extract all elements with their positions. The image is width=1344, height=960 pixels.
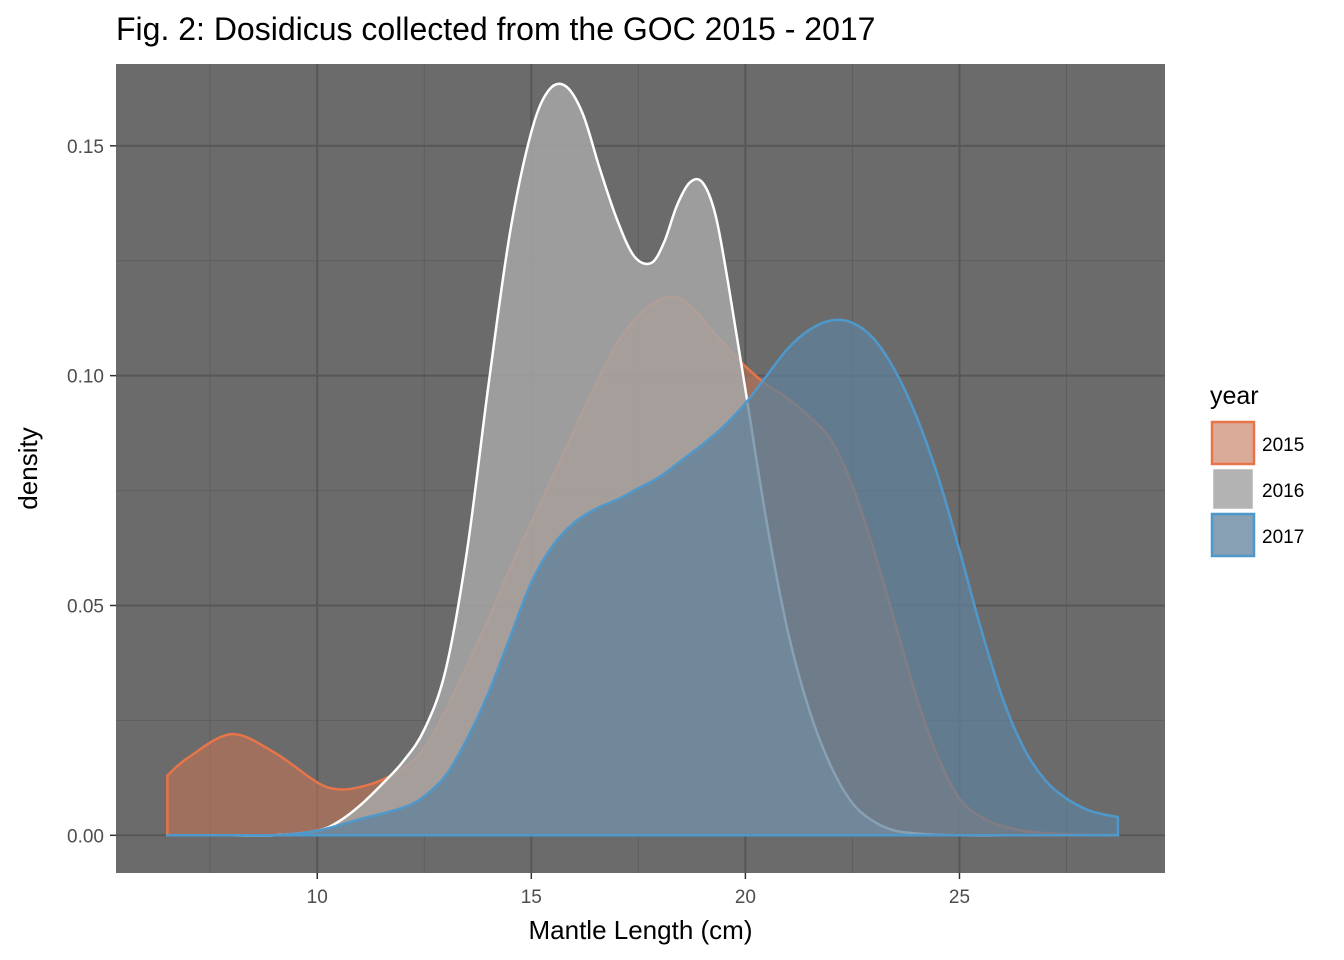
y-axis: 0.00 0.05 0.10 0.15 <box>67 137 116 847</box>
x-tick-label: 20 <box>735 887 756 908</box>
y-tick-label: 0.15 <box>67 137 104 158</box>
density-area-2016 <box>167 83 1118 836</box>
y-tick-label: 0.10 <box>67 367 104 388</box>
density-line-2017 <box>166 318 1120 837</box>
legend-label-2016: 2016 <box>1262 481 1304 502</box>
legend-swatch-2017 <box>1210 512 1256 558</box>
y-axis-title: density <box>13 427 43 509</box>
legend-items: 2015 2016 2017 <box>1210 420 1304 558</box>
legend-swatch-2015 <box>1210 420 1256 466</box>
chart-title: Fig. 2: Dosidicus collected from the GOC… <box>116 11 875 47</box>
density-series <box>166 82 1120 837</box>
legend: year 2015 2016 2017 <box>1210 382 1304 558</box>
x-axis-title: Mantle Length (cm) <box>529 915 753 945</box>
x-tick-label: 10 <box>307 887 328 908</box>
legend-swatch-2016 <box>1210 466 1256 512</box>
y-tick-label: 0.05 <box>67 596 104 617</box>
plot-panel <box>116 64 1165 873</box>
y-tick-label: 0.00 <box>67 826 104 847</box>
x-tick-label: 25 <box>949 887 970 908</box>
legend-title: year <box>1210 382 1259 410</box>
legend-label-2017: 2017 <box>1262 527 1304 548</box>
legend-label-2015: 2015 <box>1262 435 1304 456</box>
x-axis: 10 15 20 25 <box>307 873 970 908</box>
x-tick-label: 15 <box>521 887 542 908</box>
density-area-2017 <box>167 319 1118 836</box>
